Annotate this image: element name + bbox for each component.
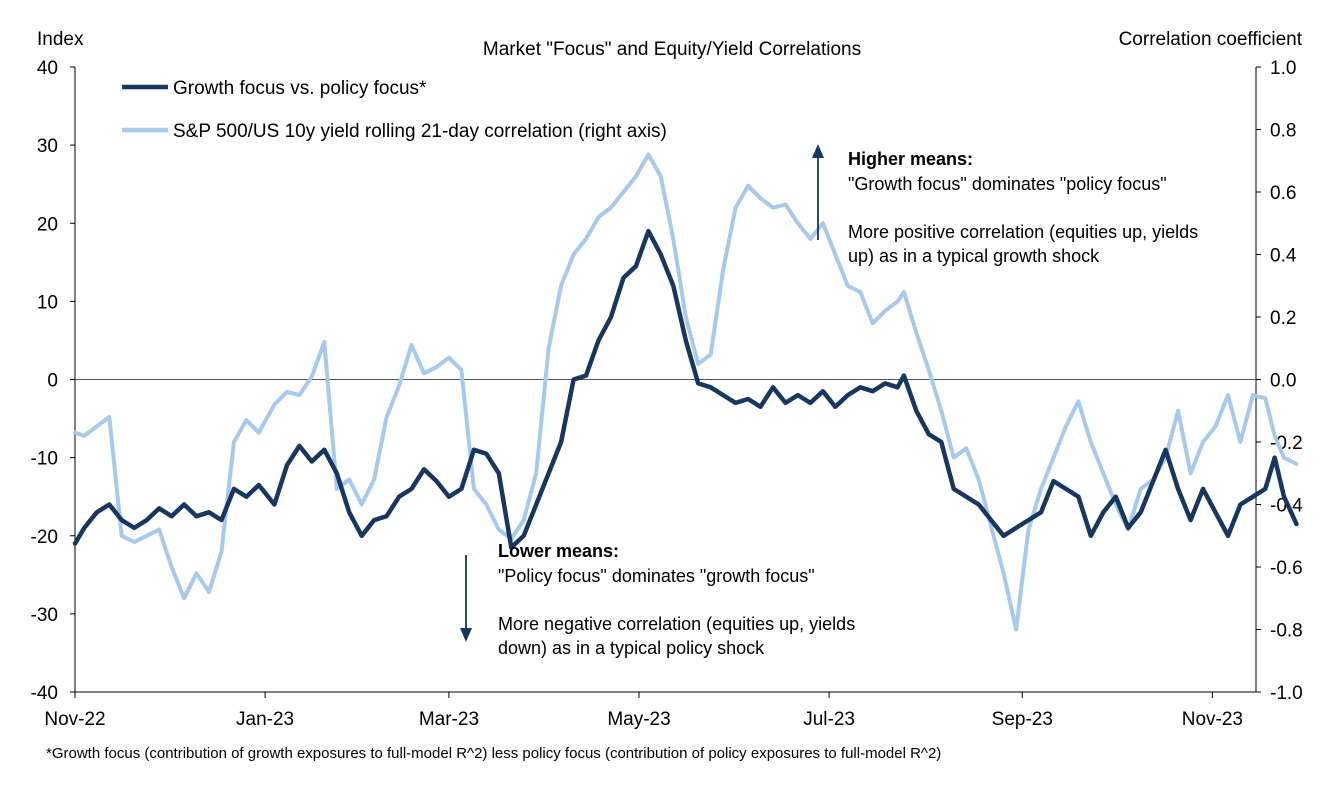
x-tick-label: Jan-23: [236, 709, 294, 730]
x-axis-ticks: Nov-22 Jan-23 Mar-23 May-23 Jul-23 Sep-23 Nov-…: [44, 692, 1243, 730]
right-axis-ticks: 1.00.80.60.40.20.0-0.2-0.4-0.6-0.8-1.0: [1256, 58, 1303, 704]
left-tick-label: -30: [31, 605, 58, 626]
left-axis-label: Index: [37, 29, 84, 50]
left-tick-label: 10: [37, 292, 58, 313]
legend-label-growth-focus: Growth focus vs. policy focus*: [173, 78, 427, 99]
left-tick-label: -10: [31, 449, 58, 470]
x-tick-label: Jul-23: [803, 709, 855, 730]
footnote: *Growth focus (contribution of growth ex…: [46, 745, 941, 762]
right-tick-label: 0.2: [1270, 308, 1296, 329]
series-layer: [72, 152, 1299, 632]
x-tick-label: Nov-22: [44, 709, 105, 730]
right-tick-label: 0.4: [1270, 246, 1297, 267]
annotation-higher-line3: up) as in a typical growth shock: [848, 246, 1100, 266]
left-tick-label: 0: [47, 371, 58, 392]
right-tick-label: -1.0: [1270, 683, 1303, 704]
annotation-lower-line1: "Policy focus" dominates "growth focus": [498, 566, 815, 586]
annotation-higher-line2: More positive correlation (equities up, …: [848, 222, 1198, 242]
right-tick-label: 0.8: [1270, 121, 1296, 142]
right-tick-label: -0.8: [1270, 621, 1303, 642]
left-tick-label: 20: [37, 214, 58, 235]
down-arrow-icon: [460, 628, 472, 642]
series-line-growth-focus: [72, 228, 1299, 550]
right-tick-label: -0.6: [1270, 558, 1303, 579]
x-tick-label: Sep-23: [992, 709, 1053, 730]
right-axis-label: Correlation coefficient: [1119, 29, 1303, 50]
right-tick-label: 1.0: [1270, 58, 1296, 79]
left-tick-label: 30: [37, 136, 58, 157]
left-tick-label: -40: [31, 683, 58, 704]
annotation-lower-line2: More negative correlation (equities up, …: [498, 614, 855, 634]
left-axis-ticks: 40 30 20 10 0 -10 -20 -30 -40: [31, 58, 75, 704]
annotation-lower: Lower means: "Policy focus" dominates "g…: [460, 541, 855, 658]
axes: [74, 67, 1257, 693]
annotation-higher: Higher means: "Growth focus" dominates "…: [812, 144, 1198, 266]
annotation-higher-line1: "Growth focus" dominates "policy focus": [848, 174, 1167, 194]
x-tick-label: May-23: [607, 709, 670, 730]
legend: Growth focus vs. policy focus* S&P 500/U…: [122, 78, 667, 142]
annotation-lower-heading: Lower means:: [498, 541, 619, 561]
series-line-correlation: [73, 152, 1299, 632]
right-tick-label: 0.0: [1270, 371, 1296, 392]
left-tick-label: 40: [37, 58, 58, 79]
x-tick-label: Nov-23: [1182, 709, 1243, 730]
legend-label-correlation: S&P 500/US 10y yield rolling 21-day corr…: [173, 121, 667, 142]
chart-title: Market "Focus" and Equity/Yield Correlat…: [483, 39, 861, 60]
x-tick-label: Mar-23: [419, 709, 479, 730]
annotation-higher-heading: Higher means:: [848, 149, 973, 169]
up-arrow-icon: [812, 144, 824, 158]
annotation-lower-line3: down) as in a typical policy shock: [498, 638, 765, 658]
left-tick-label: -20: [31, 527, 58, 548]
right-tick-label: 0.6: [1270, 183, 1296, 204]
